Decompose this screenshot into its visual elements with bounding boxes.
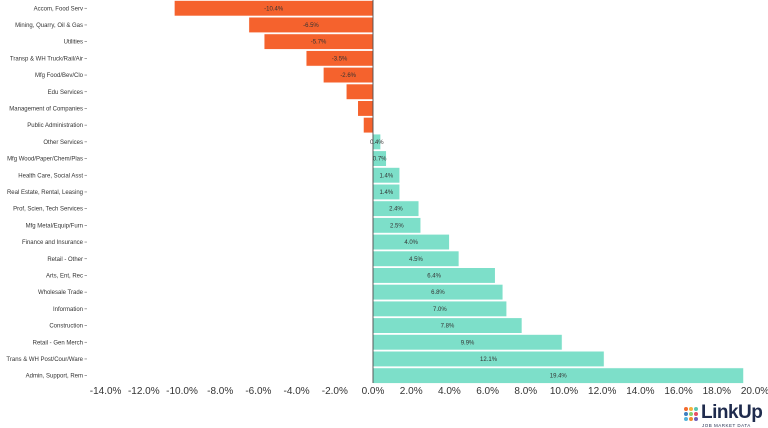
category-label: Mfg Metal/Equip/Furn [26,223,83,229]
x-axis: -14.0% -12.0% -10.0% -8.0% -6.0% -4.0% -2.0% 0.… [90,386,768,397]
category-label: Retail - Other [47,257,83,263]
category-label: Mining, Quarry, Oil & Gas [15,23,83,29]
bar-value-label: 6.8% [431,290,445,296]
x-tick-label: 10.0% [550,386,578,397]
bar [363,117,374,134]
category-label: Wholesale Trade [38,290,84,296]
x-tick-label: -4.0% [284,386,310,397]
category-label: Trans & WH Post/Cour/Ware [6,357,83,363]
logo-dot [694,417,698,421]
bar-value-label: 4.5% [409,257,423,263]
category-label: Mfg Wood/Paper/Chem/Plas [7,157,83,163]
logo-dot [689,417,693,421]
category-label: Transp & WH Truck/Rail/Air [10,56,83,62]
category-label: Health Care, Social Asst [18,173,83,179]
category-labels-group: Accom, Food Serv Mining, Quarry, Oil & Ga… [6,6,87,380]
bar [345,83,374,100]
x-tick-label: 6.0% [476,386,499,397]
logo-dot [694,407,698,411]
category-label: Accom, Food Serv [34,6,83,12]
x-tick-label: -8.0% [207,386,233,397]
logo-dot [689,407,693,411]
bars-group [174,0,744,384]
bar-value-label: 7.0% [433,307,447,313]
category-label: Finance and Insurance [22,240,84,246]
bar-value-label: -5.7% [311,40,327,46]
bar-value-label: -3.5% [332,56,348,62]
bar-value-label: 7.8% [441,324,455,330]
category-label: Edu Services [48,90,83,96]
category-label: Retail - Gen Merch [33,340,83,346]
bar-value-label: 1.4% [380,190,394,196]
bar-value-label: -6.5% [303,23,319,29]
x-tick-label: -14.0% [90,386,122,397]
category-label: Mfg Food/Bev/Clo [35,73,84,79]
bar-value-label: 9.9% [461,340,475,346]
bar-value-label: 0.4% [370,140,384,146]
logo-subtext: JOB MARKET DATA [702,423,751,428]
bar-value-label: 6.4% [427,273,441,279]
x-tick-label: -10.0% [166,386,198,397]
category-label: Real Estate, Rental, Leasing [7,190,83,196]
bar-value-label: 4.0% [404,240,418,246]
x-tick-label: 4.0% [438,386,461,397]
x-tick-label: 2.0% [400,386,423,397]
x-tick-label: -2.0% [322,386,348,397]
bar-value-label: 12.1% [480,357,498,363]
x-tick-label: 12.0% [588,386,616,397]
category-label: Information [53,307,83,313]
x-tick-label: 16.0% [664,386,692,397]
category-label: Admin, Support, Rem [26,374,83,380]
category-label: Construction [49,324,83,330]
bar-value-label: -2.6% [340,73,356,79]
x-tick-label: -12.0% [128,386,160,397]
bar-value-label: 2.4% [389,207,403,213]
logo-dot [694,412,698,416]
logo-text: LinkUp [701,402,763,423]
bar-value-label: 2.5% [390,223,404,229]
logo-dot [684,417,688,421]
bar-value-label: -10.4% [264,6,284,12]
x-tick-label: 8.0% [514,386,537,397]
category-label: Public Administration [27,123,83,129]
category-label: Management of Companies [9,106,83,112]
linkup-logo: LinkUp JOB MARKET DATA [684,402,768,428]
x-tick-label: 14.0% [626,386,654,397]
data-labels-group: -10.4% -6.5% -5.7% -3.5% -2.6% 0.4% 0.7% 1.4% 1.… [264,6,567,379]
x-tick-label: 20.0% [741,386,768,397]
logo-dot [684,412,688,416]
logo-dots-icon [684,407,698,421]
category-label: Arts, Ent, Rec [46,273,83,279]
bar-value-label: 19.4% [550,374,568,380]
x-tick-label: 0.0% [362,386,385,397]
logo-dot [689,412,693,416]
category-label: Utilities [64,40,83,46]
category-label: Other Services [43,140,83,146]
logo-dot [684,407,688,411]
x-tick-label: 18.0% [703,386,731,397]
bar-value-label: 1.4% [380,173,394,179]
category-label: Prof, Scien, Tech Services [13,207,83,213]
x-tick-label: -6.0% [245,386,271,397]
bar-value-label: 0.7% [373,157,387,163]
bar [357,100,374,117]
